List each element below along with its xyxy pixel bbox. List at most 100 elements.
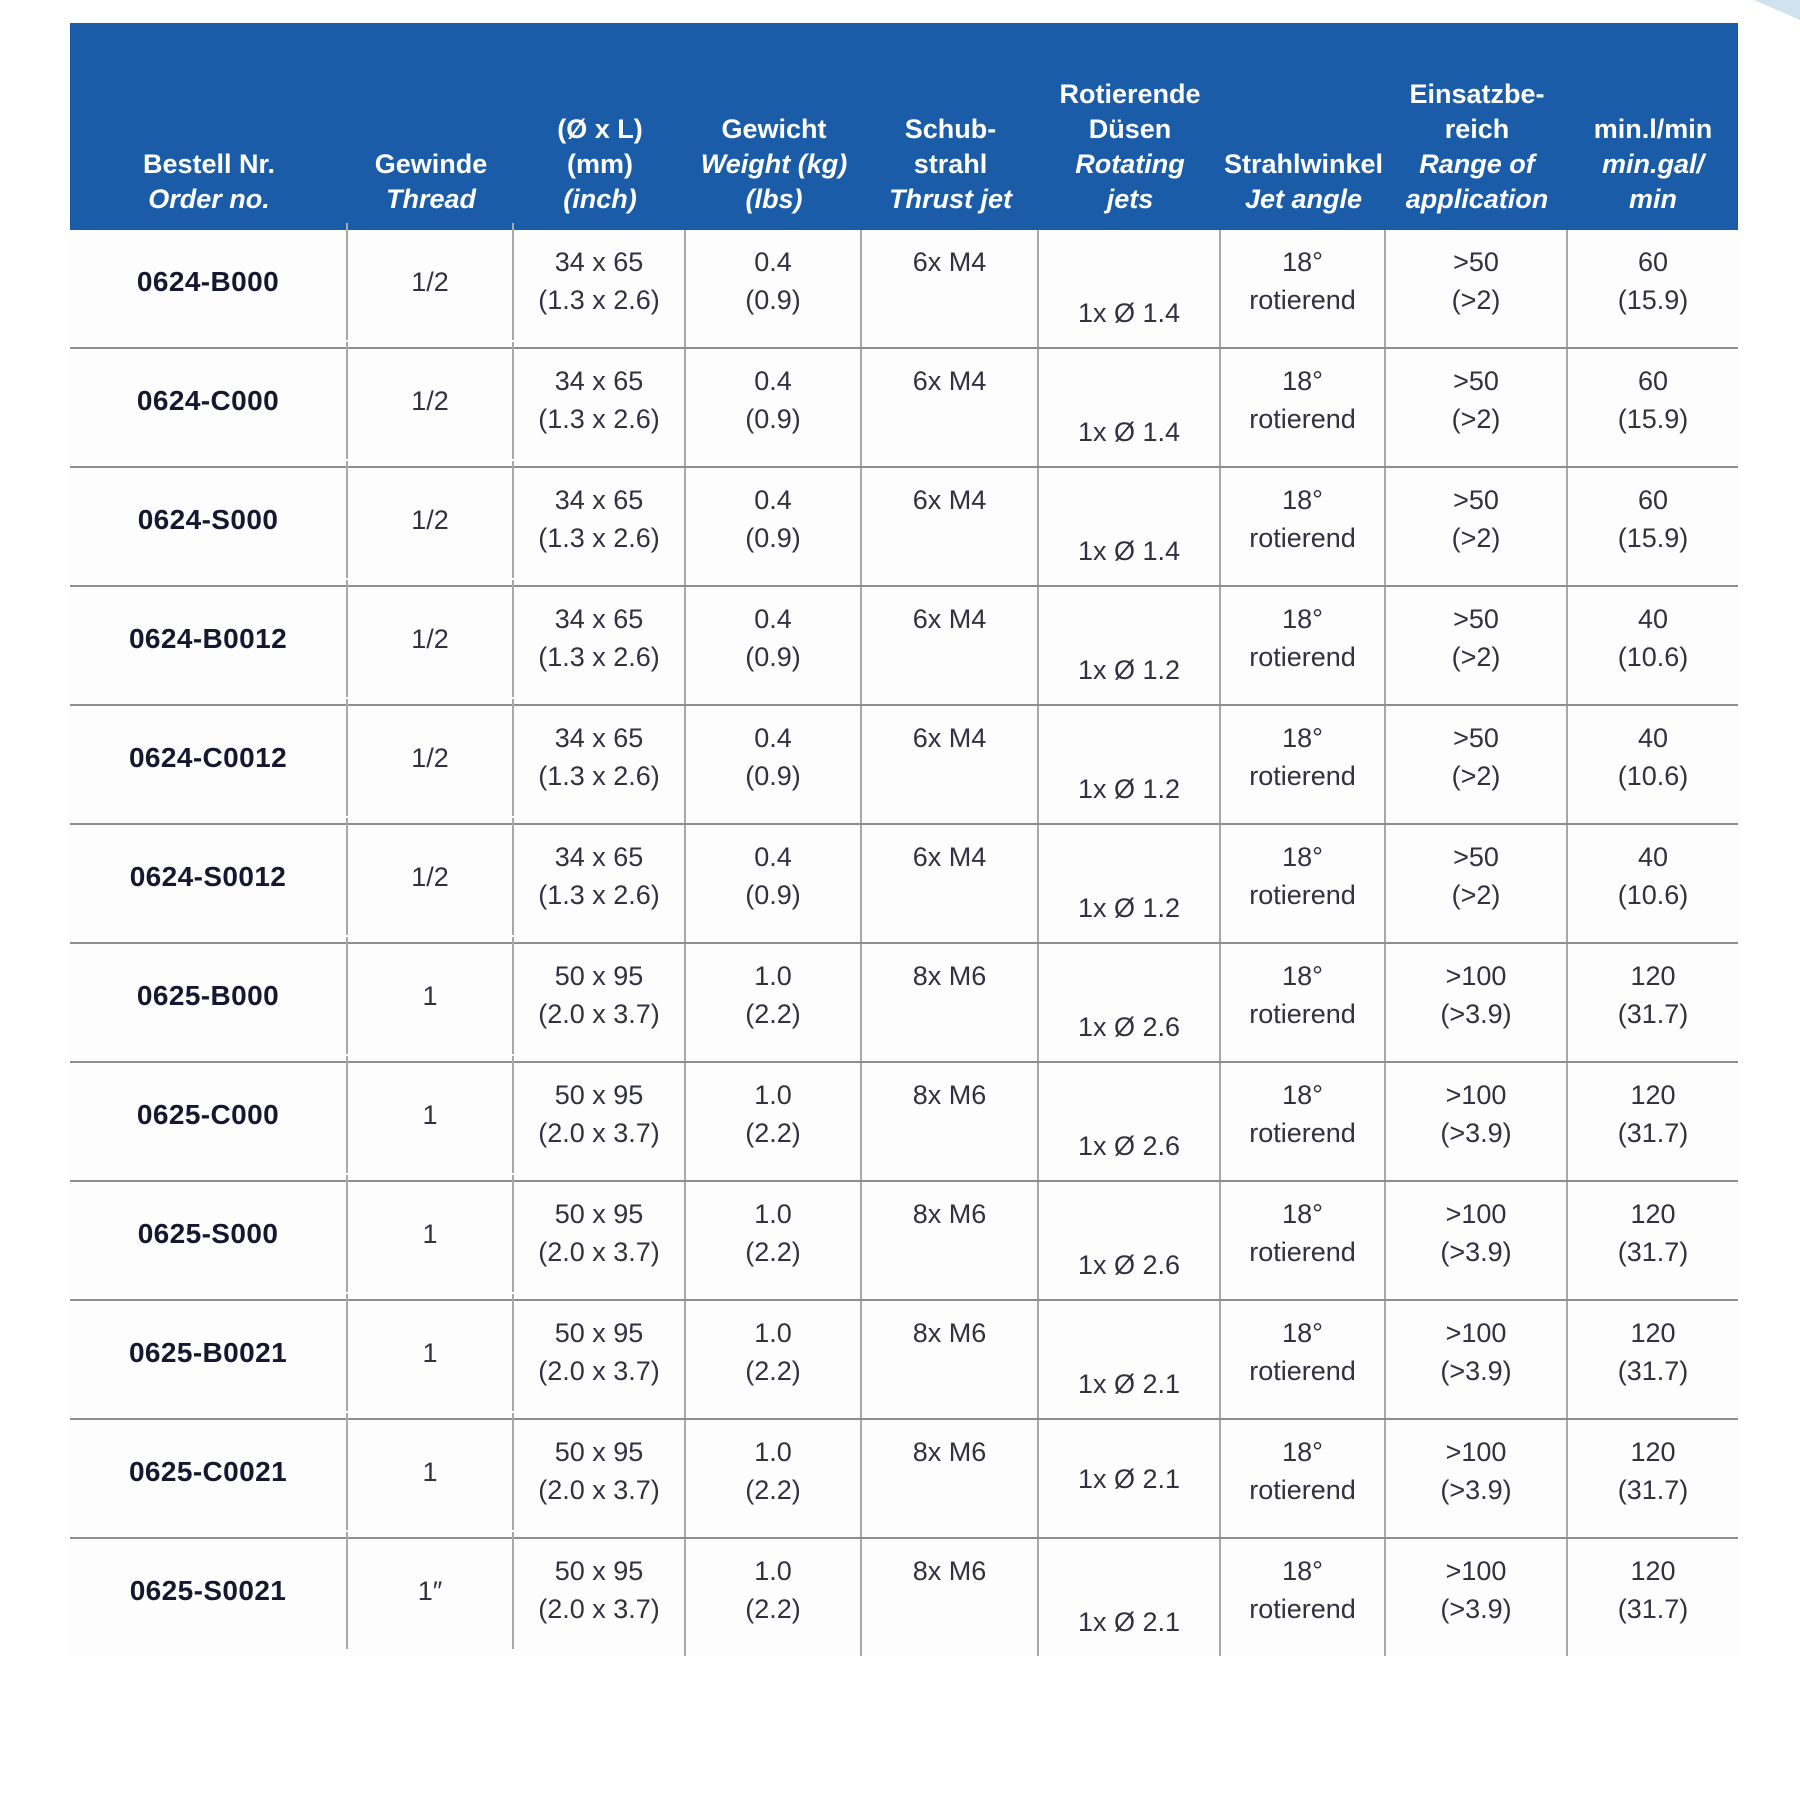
cell-line: >50 bbox=[1453, 247, 1499, 277]
cell-line: 0624-S000 bbox=[137, 503, 279, 535]
cell-line: (10.6) bbox=[1617, 642, 1689, 672]
cell-line: 1x Ø 1.4 bbox=[1077, 536, 1181, 566]
cell-line: 1x Ø 1.2 bbox=[1077, 774, 1181, 804]
header-line: (lbs) bbox=[745, 184, 803, 214]
header-line: application bbox=[1405, 184, 1549, 214]
cell-thrust-jet: 6x M4 bbox=[862, 230, 1039, 347]
cell-line: rotierend bbox=[1249, 523, 1356, 553]
cell-thrust-jet: 6x M4 bbox=[862, 825, 1039, 942]
cell-thread: 1 bbox=[348, 937, 514, 1054]
cell-flow: 60 (15.9) bbox=[1568, 230, 1738, 347]
cell-line: 0625-S000 bbox=[137, 1217, 279, 1249]
cell-line: 34 x 65 bbox=[554, 842, 644, 872]
cell-line: 120 bbox=[1630, 1556, 1676, 1586]
header-line: min.l/min bbox=[1593, 114, 1713, 144]
cell-jet-angle: 18° rotierend bbox=[1221, 1063, 1386, 1180]
cell-line: 18° bbox=[1282, 1437, 1323, 1467]
cell-rotating-jets: 1x Ø 1.4 bbox=[1039, 349, 1221, 466]
cell-line: 18° bbox=[1282, 1080, 1323, 1110]
cell-line: 60 bbox=[1637, 247, 1669, 277]
header-line: Rotating bbox=[1075, 149, 1185, 179]
cell-line: >100 bbox=[1445, 1080, 1507, 1110]
cell-line: rotierend bbox=[1249, 1594, 1356, 1624]
cell-rotating-jets: 1x Ø 1.4 bbox=[1039, 230, 1221, 347]
page-corner-artifact bbox=[1754, 0, 1800, 20]
cell-order-no: 0624-C000 bbox=[70, 342, 348, 459]
cell-line: 0624-C000 bbox=[136, 384, 280, 416]
header-line: Schub- bbox=[904, 114, 997, 144]
cell-range: >100 (>3.9) bbox=[1386, 944, 1568, 1061]
cell-thrust-jet: 8x M6 bbox=[862, 1301, 1039, 1418]
table-row: 0625-S000 1 50 x 95 (2.0 x 3.7) 1.0 (2.2) 8x M… bbox=[70, 1175, 1738, 1301]
cell-rotating-jets: 1x Ø 2.6 bbox=[1039, 944, 1221, 1061]
cell-thread: 1/2 bbox=[348, 342, 514, 459]
table-body: 0624-B000 1/2 34 x 65 (1.3 x 2.6) 0.4 (0.9) 6x… bbox=[70, 223, 1738, 1656]
cell-line: (2.0 x 3.7) bbox=[538, 1594, 660, 1624]
cell-line: 1/2 bbox=[411, 623, 449, 654]
cell-jet-angle: 18° rotierend bbox=[1221, 944, 1386, 1061]
cell-order-no: 0624-S000 bbox=[70, 461, 348, 578]
table-row: 0624-S000 1/2 34 x 65 (1.3 x 2.6) 0.4 (0.9) 6x… bbox=[70, 461, 1738, 587]
cell-jet-angle: 18° rotierend bbox=[1221, 1539, 1386, 1656]
cell-line: 34 x 65 bbox=[554, 604, 644, 634]
cell-range: >50 (>2) bbox=[1386, 349, 1568, 466]
cell-flow: 120 (31.7) bbox=[1568, 1539, 1738, 1656]
cell-line: (>3.9) bbox=[1440, 1594, 1512, 1624]
cell-dimensions: 50 x 95 (2.0 x 3.7) bbox=[514, 1301, 686, 1418]
cell-dimensions: 34 x 65 (1.3 x 2.6) bbox=[514, 349, 686, 466]
cell-weight: 0.4 (0.9) bbox=[686, 230, 862, 347]
cell-line: 1 bbox=[422, 1337, 438, 1368]
cell-range: >50 (>2) bbox=[1386, 587, 1568, 704]
header-line: Gewinde bbox=[374, 149, 488, 179]
cell-line: 1/2 bbox=[411, 504, 449, 535]
cell-line: (>3.9) bbox=[1440, 1475, 1512, 1505]
header-line: Weight (kg) bbox=[700, 149, 848, 179]
cell-line: 1x Ø 1.2 bbox=[1077, 893, 1181, 923]
cell-flow: 60 (15.9) bbox=[1568, 468, 1738, 585]
cell-line: 8x M6 bbox=[912, 1556, 987, 1586]
cell-flow: 120 (31.7) bbox=[1568, 1063, 1738, 1180]
cell-line: (>2) bbox=[1451, 285, 1501, 315]
cell-line: (0.9) bbox=[745, 285, 801, 315]
cell-rotating-jets: 1x Ø 1.2 bbox=[1039, 825, 1221, 942]
header-line: (inch) bbox=[563, 184, 637, 214]
cell-line: >100 bbox=[1445, 1437, 1507, 1467]
cell-line: (>3.9) bbox=[1440, 1237, 1512, 1267]
cell-dimensions: 34 x 65 (1.3 x 2.6) bbox=[514, 468, 686, 585]
cell-dimensions: 50 x 95 (2.0 x 3.7) bbox=[514, 1063, 686, 1180]
cell-line: 0.4 bbox=[754, 723, 792, 753]
header-line: Thrust jet bbox=[888, 184, 1012, 214]
cell-line: >50 bbox=[1453, 485, 1499, 515]
cell-dimensions: 50 x 95 (2.0 x 3.7) bbox=[514, 1182, 686, 1299]
cell-line: 120 bbox=[1630, 1318, 1676, 1348]
cell-line: (2.2) bbox=[745, 1475, 801, 1505]
cell-line: 1 bbox=[422, 1099, 438, 1130]
cell-line: (2.0 x 3.7) bbox=[538, 1118, 660, 1148]
cell-thread: 1 bbox=[348, 1056, 514, 1173]
cell-line: 60 bbox=[1637, 485, 1669, 515]
cell-jet-angle: 18° rotierend bbox=[1221, 230, 1386, 347]
cell-thread: 1 bbox=[348, 1294, 514, 1411]
cell-thrust-jet: 8x M6 bbox=[862, 1182, 1039, 1299]
cell-line: 18° bbox=[1282, 842, 1323, 872]
cell-weight: 0.4 (0.9) bbox=[686, 706, 862, 823]
cell-line: (2.0 x 3.7) bbox=[538, 1237, 660, 1267]
cell-line: >100 bbox=[1445, 1556, 1507, 1586]
cell-line: rotierend bbox=[1249, 642, 1356, 672]
cell-thrust-jet: 8x M6 bbox=[862, 1063, 1039, 1180]
table-row: 0625-B0021 1 50 x 95 (2.0 x 3.7) 1.0 (2.2) 8x … bbox=[70, 1294, 1738, 1420]
cell-line: 0624-C0012 bbox=[128, 741, 288, 773]
cell-jet-angle: 18° rotierend bbox=[1221, 1420, 1386, 1537]
cell-order-no: 0624-C0012 bbox=[70, 699, 348, 816]
cell-dimensions: 34 x 65 (1.3 x 2.6) bbox=[514, 587, 686, 704]
cell-line: rotierend bbox=[1249, 404, 1356, 434]
cell-rotating-jets: 1x Ø 2.1 bbox=[1039, 1539, 1221, 1656]
cell-line: (15.9) bbox=[1617, 285, 1689, 315]
cell-line: 120 bbox=[1630, 1199, 1676, 1229]
header-line: (Ø x L) bbox=[557, 114, 643, 144]
header-line: (mm) bbox=[567, 149, 633, 179]
cell-line: 6x M4 bbox=[912, 485, 987, 515]
cell-rotating-jets: 1x Ø 2.6 bbox=[1039, 1182, 1221, 1299]
cell-line: (2.0 x 3.7) bbox=[538, 1475, 660, 1505]
cell-line: (1.3 x 2.6) bbox=[538, 404, 660, 434]
